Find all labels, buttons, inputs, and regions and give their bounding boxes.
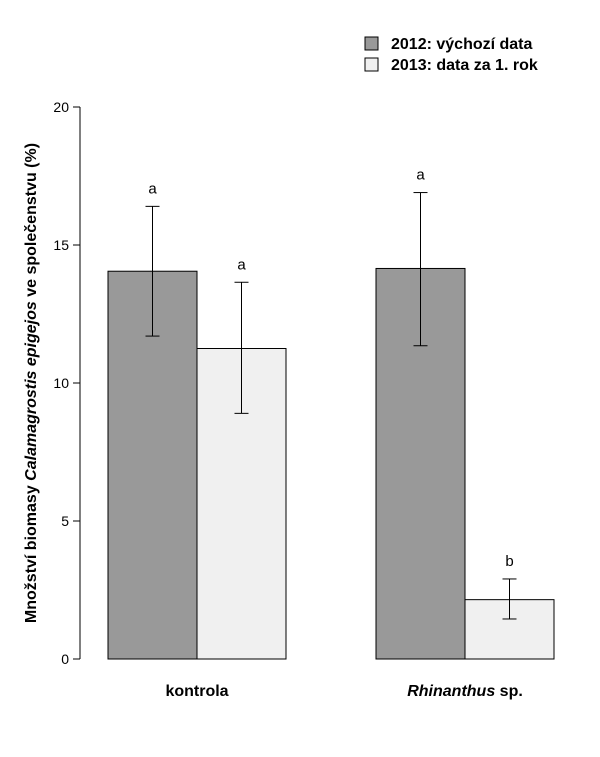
y-tick-label: 20 — [53, 99, 69, 115]
y-axis-title: Množství biomasy Calamagrostis epigejos … — [23, 143, 40, 623]
y-axis-label-part: ve společenstvu (%) — [23, 143, 40, 301]
y-tick-label: 0 — [61, 651, 69, 667]
legend-label: 2013: data za 1. rok — [391, 57, 538, 74]
significance-label: a — [416, 167, 425, 184]
significance-label: a — [148, 180, 157, 197]
y-axis-label-part: Množství biomasy — [23, 481, 40, 623]
error-bars — [145, 192, 517, 620]
y-tick-label: 15 — [53, 237, 69, 253]
y-axis: 0 5 10 15 20 — [53, 99, 81, 667]
significance-label: a — [237, 256, 246, 273]
y-axis-label-part: Calamagrostis epigejos — [23, 301, 40, 481]
legend-swatch — [364, 57, 379, 72]
y-tick-label: 10 — [53, 375, 69, 391]
significance-label: b — [505, 553, 513, 570]
y-tick-label: 5 — [61, 513, 69, 529]
significance-labels: a a a b — [148, 167, 513, 570]
category-label-part: sp. — [495, 683, 523, 700]
category-label-part: Rhinanthus — [407, 683, 495, 700]
category-label: Rhinanthus sp. — [407, 683, 523, 700]
bars — [107, 267, 555, 660]
category-labels: kontrola Rhinanthus sp. — [165, 683, 522, 700]
category-label: kontrola — [165, 683, 228, 700]
legend: 2012: výchozí data 2013: data za 1. rok — [364, 36, 538, 74]
y-axis-label: Množství biomasy Calamagrostis epigejos … — [23, 143, 40, 623]
category-label-part: kontrola — [165, 683, 228, 700]
legend-label: 2012: výchozí data — [391, 36, 533, 53]
legend-swatch — [364, 36, 379, 51]
